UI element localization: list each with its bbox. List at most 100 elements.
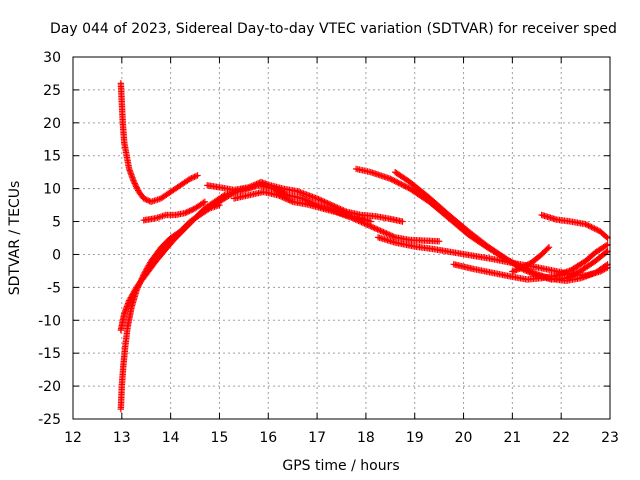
data-point (518, 264, 526, 271)
data-point (370, 224, 377, 231)
data-point (571, 270, 579, 278)
data-point (524, 261, 531, 268)
x-tick-label: 14 (162, 430, 180, 446)
data-point (280, 194, 288, 202)
data-point (527, 269, 535, 277)
data-point (591, 225, 598, 232)
y-tick-label: -25 (38, 412, 61, 428)
data-point (355, 217, 362, 225)
data-point (386, 231, 393, 238)
data-point (362, 220, 370, 228)
data-point (142, 195, 149, 203)
data-point (381, 229, 389, 236)
data-point (130, 178, 138, 186)
grid (73, 57, 610, 419)
data-point (603, 262, 610, 269)
data-point (603, 233, 610, 241)
data-point (387, 175, 394, 182)
data-point (594, 226, 601, 234)
data-point (401, 182, 408, 190)
data-point (375, 226, 383, 234)
data-point (564, 274, 571, 281)
series-arc-7 (230, 188, 443, 245)
y-tick-label: 15 (43, 149, 61, 165)
data-point (523, 262, 530, 269)
y-tick-label: 25 (43, 83, 61, 99)
y-axis-label: SDTVAR / TECUs (7, 181, 23, 296)
data-point (367, 222, 374, 230)
data-point (390, 233, 397, 240)
x-tick-label: 22 (552, 430, 570, 446)
x-tick-label: 20 (455, 430, 473, 446)
data-point (568, 272, 576, 279)
series-arc-12 (509, 244, 553, 275)
ticks (72, 56, 611, 420)
series-arc-11 (450, 241, 611, 283)
data-point (520, 263, 527, 271)
data-point (319, 197, 327, 205)
data-point (283, 195, 291, 203)
data-point (574, 269, 581, 276)
data-point (200, 199, 207, 206)
data-point (322, 199, 330, 206)
data-point (184, 208, 192, 215)
data-point (316, 196, 324, 204)
data-point (380, 228, 387, 236)
data-point (398, 181, 405, 188)
data-point (313, 195, 321, 202)
data-point (282, 195, 289, 202)
data-point (277, 193, 285, 200)
data-point (388, 176, 395, 183)
data-point (144, 197, 152, 204)
data-point (189, 206, 196, 213)
data-point (374, 226, 381, 233)
data-point (286, 197, 293, 204)
data-point (588, 223, 595, 231)
data-point (353, 217, 361, 224)
data-point (192, 172, 200, 180)
data-point (285, 196, 292, 204)
y-tick-label: -20 (38, 379, 61, 395)
data-point (435, 238, 443, 245)
data-point (201, 198, 209, 205)
y-tick-label: 30 (43, 50, 61, 66)
data-point (521, 262, 529, 270)
data-point (389, 232, 396, 240)
data-point (191, 173, 198, 180)
data-point (395, 179, 402, 187)
data-point (352, 216, 359, 223)
series-arc-10 (392, 168, 611, 283)
data-point (279, 193, 286, 201)
data-point (523, 267, 530, 275)
data-point (186, 175, 194, 182)
data-point (378, 228, 386, 235)
data-point (592, 226, 600, 233)
plot-frame (72, 56, 611, 420)
data-point (582, 220, 589, 228)
data-point (189, 174, 197, 181)
data-point (544, 245, 551, 252)
data-point (583, 221, 591, 229)
data-point (377, 227, 384, 234)
data-point (318, 197, 325, 204)
data-point (315, 195, 322, 203)
data-point (182, 209, 189, 217)
data-point (269, 185, 277, 192)
data-point (383, 230, 390, 237)
data-point (132, 181, 139, 189)
data-point (321, 198, 328, 205)
data-point (288, 197, 295, 205)
data-point (276, 192, 283, 200)
data-point (524, 268, 532, 275)
data-point (183, 209, 190, 216)
data-point (131, 180, 138, 187)
data-point (361, 220, 368, 227)
x-tick-label: 17 (308, 430, 326, 446)
data-point (356, 218, 364, 225)
data-point (402, 183, 409, 190)
x-axis-label: GPS time / hours (282, 458, 399, 474)
x-tick-label: 21 (503, 430, 521, 446)
x-tick-label: 23 (601, 430, 619, 446)
data-point (570, 271, 577, 278)
data-point (368, 223, 375, 231)
